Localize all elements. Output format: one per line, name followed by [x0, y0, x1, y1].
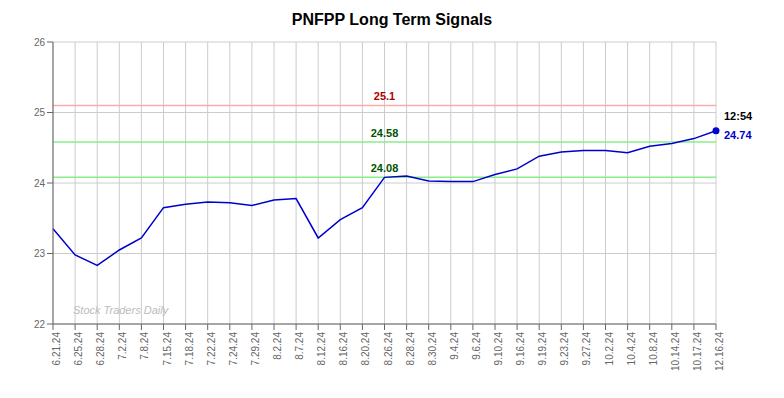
svg-text:9.27.24: 9.27.24 [582, 332, 593, 366]
svg-text:6.21.24: 6.21.24 [51, 332, 62, 366]
svg-text:8.30.24: 8.30.24 [427, 332, 438, 366]
svg-text:8.16.24: 8.16.24 [338, 332, 349, 366]
svg-text:10.4.24: 10.4.24 [626, 332, 637, 366]
svg-text:10.8.24: 10.8.24 [648, 332, 659, 366]
svg-text:7.18.24: 7.18.24 [184, 332, 195, 366]
svg-text:10.14.24: 10.14.24 [670, 332, 681, 371]
svg-text:8.26.24: 8.26.24 [383, 332, 394, 366]
svg-text:9.6.24: 9.6.24 [471, 332, 482, 360]
svg-text:7.15.24: 7.15.24 [162, 332, 173, 366]
svg-text:8.2.24: 8.2.24 [272, 332, 283, 360]
svg-text:6.28.24: 6.28.24 [95, 332, 106, 366]
svg-text:7.22.24: 7.22.24 [206, 332, 217, 366]
svg-text:7.24.24: 7.24.24 [228, 332, 239, 366]
svg-text:6.25.24: 6.25.24 [73, 332, 84, 366]
svg-text:7.2.24: 7.2.24 [117, 332, 128, 360]
svg-text:8.20.24: 8.20.24 [361, 332, 372, 366]
svg-text:8.12.24: 8.12.24 [316, 332, 327, 366]
svg-text:7.8.24: 7.8.24 [140, 332, 151, 360]
svg-text:9.4.24: 9.4.24 [449, 332, 460, 360]
svg-text:25: 25 [34, 107, 46, 118]
svg-text:9.10.24: 9.10.24 [493, 332, 504, 366]
svg-text:23: 23 [34, 248, 46, 259]
svg-text:12.16.24: 12.16.24 [714, 332, 725, 371]
svg-text:8.28.24: 8.28.24 [405, 332, 416, 366]
svg-text:12:54: 12:54 [724, 110, 753, 122]
html-text:Stock Traders Daily: Stock Traders Daily [73, 304, 169, 316]
svg-text:26: 26 [34, 37, 46, 48]
svg-text:10.17.24: 10.17.24 [692, 332, 703, 371]
svg-text:24.58: 24.58 [371, 127, 399, 139]
svg-text:24: 24 [34, 178, 46, 189]
svg-text:9.19.24: 9.19.24 [537, 332, 548, 366]
svg-text:10.2.24: 10.2.24 [604, 332, 615, 366]
svg-text:7.29.24: 7.29.24 [250, 332, 261, 366]
svg-text:24.08: 24.08 [371, 162, 399, 174]
svg-text:22: 22 [34, 319, 46, 330]
svg-text:8.7.24: 8.7.24 [294, 332, 305, 360]
svg-text:24.74: 24.74 [724, 129, 752, 141]
svg-text:9.23.24: 9.23.24 [559, 332, 570, 366]
html-text:PNFPP Long Term Signals: PNFPP Long Term Signals [291, 11, 493, 28]
svg-text:9.16.24: 9.16.24 [515, 332, 526, 366]
svg-text:25.1: 25.1 [374, 90, 395, 102]
